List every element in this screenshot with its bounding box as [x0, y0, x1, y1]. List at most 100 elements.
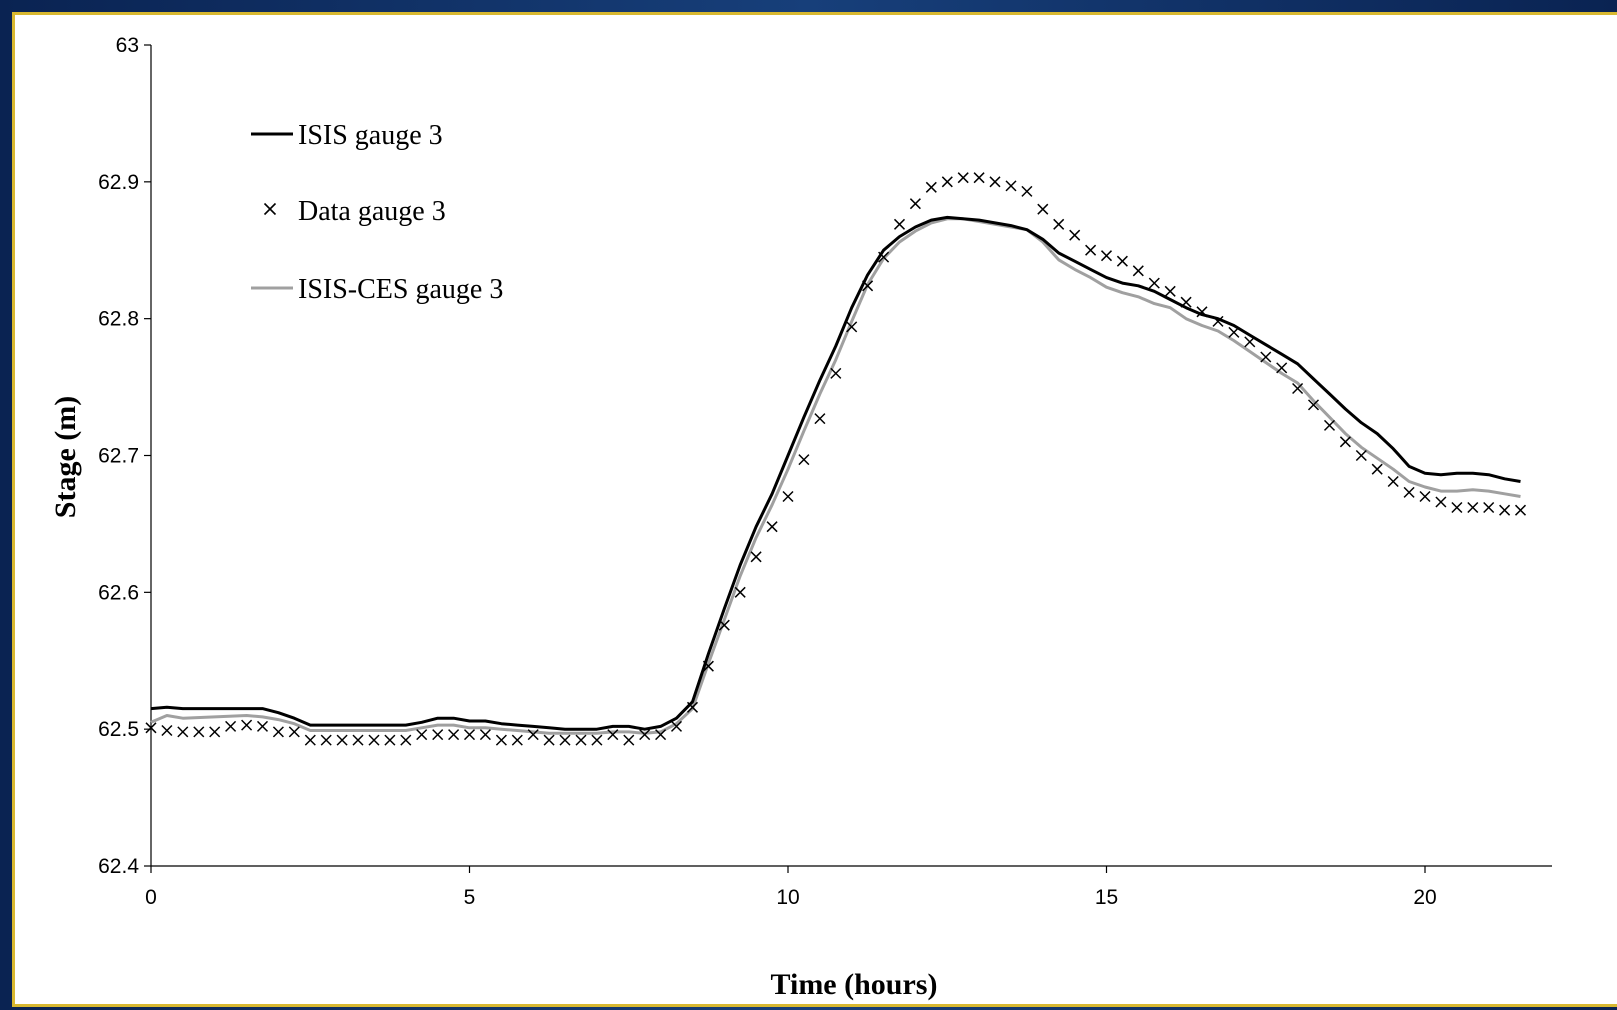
legend-swatch-data: [263, 202, 277, 216]
data-point-marker: [1467, 501, 1479, 514]
data-point-marker: [1419, 490, 1431, 503]
data-point-marker: [1339, 436, 1351, 448]
data-point-marker: [161, 724, 173, 737]
data-point-marker: [607, 729, 619, 741]
data-point-marker: [384, 734, 396, 746]
data-point-marker: [1228, 326, 1240, 338]
data-point-marker: [1085, 244, 1097, 256]
data-point-marker: [830, 367, 842, 379]
data-point-marker: [1100, 250, 1113, 262]
data-point-marker: [1037, 203, 1049, 215]
data-point-marker: [1292, 382, 1304, 395]
x-tick-label: 0: [145, 886, 157, 909]
legend-label-isis-ces: ISIS-CES gauge 3: [298, 274, 503, 305]
data-point-marker: [1069, 229, 1081, 241]
data-point-marker: [925, 181, 937, 193]
data-point-marker: [209, 726, 221, 738]
data-point-marker: [1164, 285, 1176, 297]
data-point-marker: [814, 413, 826, 425]
data-point-marker: [702, 660, 714, 672]
data-point-marker: [1451, 501, 1463, 514]
data-point-marker: [432, 729, 444, 741]
data-point-marker: [639, 729, 651, 741]
y-tick-label: 63: [116, 34, 139, 57]
data-point-marker: [400, 734, 412, 746]
data-point-marker: [1148, 277, 1160, 289]
data-point-marker: [241, 719, 253, 731]
data-point-marker: [1196, 306, 1208, 318]
data-point-marker: [718, 619, 730, 631]
data-point-marker: [448, 729, 460, 741]
data-point-marker: [862, 280, 874, 292]
x-tick-label: 15: [1095, 886, 1118, 909]
data-point-marker: [511, 734, 523, 746]
data-point-marker: [272, 726, 284, 738]
data-point-marker: [225, 720, 237, 732]
data-point-marker: [973, 172, 985, 184]
data-point-marker: [1483, 501, 1495, 514]
data-point-marker: [1403, 486, 1415, 498]
data-point-marker: [782, 490, 794, 503]
data-point-marker: [559, 734, 571, 746]
data-point-marker: [734, 586, 746, 598]
x-tick-label: 20: [1413, 886, 1436, 909]
data-point-marker: [575, 734, 587, 746]
y-tick-label: 62.9: [98, 171, 139, 194]
data-point-marker: [941, 176, 953, 188]
data-point-marker: [1260, 351, 1272, 363]
data-point-marker: [463, 729, 476, 741]
data-point-marker: [798, 454, 810, 466]
data-point-marker: [686, 701, 699, 713]
data-point-marker: [288, 726, 300, 738]
data-point-marker: [543, 734, 555, 746]
data-point-marker: [1021, 185, 1033, 197]
data-point-marker: [145, 722, 157, 734]
legend: ISIS gauge 3 Data gauge 3 ISIS-CES gauge…: [251, 120, 503, 305]
y-tick-label: 62.5: [98, 718, 139, 741]
y-tick-label: 62.4: [98, 855, 139, 878]
x-axis-ticks: 0 5 10 15 20: [145, 866, 1437, 909]
data-point-marker: [1387, 475, 1399, 488]
x-tick-label: 5: [464, 886, 476, 909]
y-axis-ticks: 62.4 62.5 62.6 62.7 62.8 62.9 63: [98, 34, 151, 878]
data-point-marker: [766, 521, 778, 533]
data-point-marker: [1355, 449, 1367, 462]
data-point-marker: [193, 726, 205, 738]
data-point-marker: [368, 734, 380, 746]
x-tick-label: 10: [776, 886, 799, 909]
data-point-marker: [1323, 419, 1336, 431]
series-line-isis-gauge-3: [150, 215, 1521, 731]
y-tick-label: 62.8: [98, 308, 139, 331]
data-point-marker: [1180, 296, 1192, 308]
data-point-marker: [416, 729, 428, 741]
y-tick-label: 62.7: [98, 445, 139, 468]
data-point-marker: [1514, 504, 1527, 516]
data-point-marker: [750, 551, 762, 563]
series-line-isis-ces-gauge-3: [150, 217, 1521, 735]
data-point-marker: [878, 251, 890, 263]
data-point-marker: [670, 720, 683, 732]
data-point-marker: [1116, 255, 1128, 267]
data-point-marker: [623, 734, 635, 746]
data-point-marker: [989, 176, 1001, 188]
data-point-marker: [1053, 218, 1065, 230]
data-point-marker: [1276, 362, 1288, 374]
data-point-marker: [591, 734, 603, 746]
data-point-marker: [1371, 463, 1383, 475]
data-point-marker: [1244, 336, 1256, 348]
y-axis-title: Stage (m): [49, 396, 82, 518]
data-point-marker: [1212, 315, 1224, 327]
data-point-marker: [957, 172, 969, 184]
data-point-marker: [1307, 399, 1320, 411]
data-point-marker: [909, 198, 921, 210]
data-point-marker: [352, 734, 364, 746]
series-layer: [145, 172, 1527, 746]
y-tick-label: 62.6: [98, 581, 139, 604]
chart-panel: 62.4 62.5 62.6 62.7 62.8 62.9 63 0 5 10 15 20 Time…: [12, 12, 1617, 1007]
data-point-marker: [1435, 496, 1447, 508]
data-point-marker: [655, 729, 667, 741]
x-axis-title: Time (hours): [771, 968, 938, 1001]
data-point-marker: [479, 729, 491, 741]
line-chart: 62.4 62.5 62.6 62.7 62.8 62.9 63 0 5 10 15 20 Time…: [49, 34, 1552, 1001]
data-point-marker: [304, 734, 316, 746]
